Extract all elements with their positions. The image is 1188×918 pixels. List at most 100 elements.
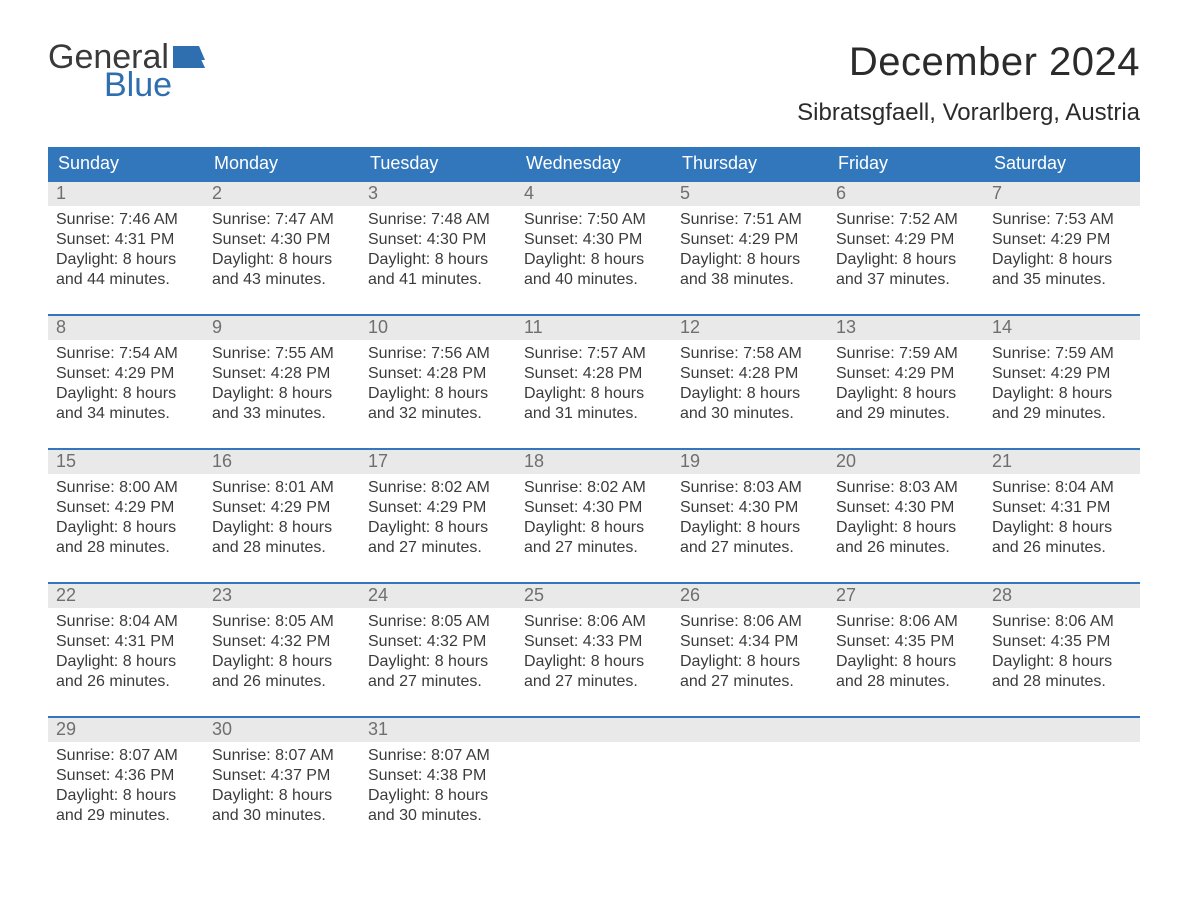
date-number-empty — [828, 718, 984, 742]
cell-body: Sunrise: 8:07 AMSunset: 4:38 PMDaylight:… — [360, 742, 516, 832]
date-number: 4 — [516, 182, 672, 206]
title-block: December 2024 Sibratsgfaell, Vorarlberg,… — [797, 40, 1140, 141]
sunset-line: Sunset: 4:29 PM — [212, 498, 352, 518]
cell-body: Sunrise: 8:02 AMSunset: 4:30 PMDaylight:… — [516, 474, 672, 564]
calendar-cell: 9Sunrise: 7:55 AMSunset: 4:28 PMDaylight… — [204, 316, 360, 436]
calendar-cell: 20Sunrise: 8:03 AMSunset: 4:30 PMDayligh… — [828, 450, 984, 570]
cell-body: Sunrise: 8:00 AMSunset: 4:29 PMDaylight:… — [48, 474, 204, 564]
date-number: 16 — [204, 450, 360, 474]
sunrise-line: Sunrise: 8:01 AM — [212, 478, 352, 498]
week-row: 22Sunrise: 8:04 AMSunset: 4:31 PMDayligh… — [48, 582, 1140, 704]
day-header-row: Sunday Monday Tuesday Wednesday Thursday… — [48, 147, 1140, 180]
sunrise-line: Sunrise: 8:02 AM — [524, 478, 664, 498]
daylight-line: Daylight: 8 hours and 29 minutes. — [56, 786, 196, 826]
calendar-cell: 3Sunrise: 7:48 AMSunset: 4:30 PMDaylight… — [360, 182, 516, 302]
date-number: 13 — [828, 316, 984, 340]
cell-body: Sunrise: 8:01 AMSunset: 4:29 PMDaylight:… — [204, 474, 360, 564]
daylight-line: Daylight: 8 hours and 27 minutes. — [524, 518, 664, 558]
sunrise-line: Sunrise: 7:48 AM — [368, 210, 508, 230]
cell-body: Sunrise: 7:51 AMSunset: 4:29 PMDaylight:… — [672, 206, 828, 296]
daylight-line: Daylight: 8 hours and 29 minutes. — [836, 384, 976, 424]
date-number: 27 — [828, 584, 984, 608]
logo-flag-icon — [173, 46, 205, 68]
day-header-mon: Monday — [204, 147, 360, 180]
calendar-cell: 4Sunrise: 7:50 AMSunset: 4:30 PMDaylight… — [516, 182, 672, 302]
sunrise-line: Sunrise: 7:59 AM — [836, 344, 976, 364]
date-number: 7 — [984, 182, 1140, 206]
daylight-line: Daylight: 8 hours and 38 minutes. — [680, 250, 820, 290]
cell-body: Sunrise: 7:59 AMSunset: 4:29 PMDaylight:… — [984, 340, 1140, 430]
logo: General Blue — [48, 40, 205, 102]
sunrise-line: Sunrise: 7:57 AM — [524, 344, 664, 364]
cell-body: Sunrise: 7:50 AMSunset: 4:30 PMDaylight:… — [516, 206, 672, 296]
sunset-line: Sunset: 4:31 PM — [992, 498, 1132, 518]
sunrise-line: Sunrise: 8:04 AM — [56, 612, 196, 632]
sunrise-line: Sunrise: 8:07 AM — [212, 746, 352, 766]
cell-body: Sunrise: 8:06 AMSunset: 4:35 PMDaylight:… — [828, 608, 984, 698]
daylight-line: Daylight: 8 hours and 43 minutes. — [212, 250, 352, 290]
sunset-line: Sunset: 4:28 PM — [212, 364, 352, 384]
sunset-line: Sunset: 4:32 PM — [368, 632, 508, 652]
week-row: 1Sunrise: 7:46 AMSunset: 4:31 PMDaylight… — [48, 180, 1140, 302]
date-number: 12 — [672, 316, 828, 340]
date-number: 24 — [360, 584, 516, 608]
date-number: 3 — [360, 182, 516, 206]
day-header-sun: Sunday — [48, 147, 204, 180]
week-row: 15Sunrise: 8:00 AMSunset: 4:29 PMDayligh… — [48, 448, 1140, 570]
date-number: 17 — [360, 450, 516, 474]
calendar-cell: 28Sunrise: 8:06 AMSunset: 4:35 PMDayligh… — [984, 584, 1140, 704]
date-number: 29 — [48, 718, 204, 742]
calendar-cell: 24Sunrise: 8:05 AMSunset: 4:32 PMDayligh… — [360, 584, 516, 704]
date-number: 31 — [360, 718, 516, 742]
date-number: 15 — [48, 450, 204, 474]
calendar-cell: 15Sunrise: 8:00 AMSunset: 4:29 PMDayligh… — [48, 450, 204, 570]
sunrise-line: Sunrise: 7:50 AM — [524, 210, 664, 230]
calendar-cell: 22Sunrise: 8:04 AMSunset: 4:31 PMDayligh… — [48, 584, 204, 704]
calendar-cell: 30Sunrise: 8:07 AMSunset: 4:37 PMDayligh… — [204, 718, 360, 838]
date-number: 22 — [48, 584, 204, 608]
week-row: 29Sunrise: 8:07 AMSunset: 4:36 PMDayligh… — [48, 716, 1140, 838]
sunrise-line: Sunrise: 8:03 AM — [836, 478, 976, 498]
sunset-line: Sunset: 4:29 PM — [836, 230, 976, 250]
cell-body: Sunrise: 7:47 AMSunset: 4:30 PMDaylight:… — [204, 206, 360, 296]
cell-body: Sunrise: 8:07 AMSunset: 4:37 PMDaylight:… — [204, 742, 360, 832]
sunset-line: Sunset: 4:37 PM — [212, 766, 352, 786]
sunrise-line: Sunrise: 8:05 AM — [212, 612, 352, 632]
calendar-cell: 29Sunrise: 8:07 AMSunset: 4:36 PMDayligh… — [48, 718, 204, 838]
calendar-cell — [828, 718, 984, 838]
calendar-cell: 27Sunrise: 8:06 AMSunset: 4:35 PMDayligh… — [828, 584, 984, 704]
cell-body: Sunrise: 7:56 AMSunset: 4:28 PMDaylight:… — [360, 340, 516, 430]
sunrise-line: Sunrise: 7:51 AM — [680, 210, 820, 230]
daylight-line: Daylight: 8 hours and 26 minutes. — [56, 652, 196, 692]
calendar-cell: 31Sunrise: 8:07 AMSunset: 4:38 PMDayligh… — [360, 718, 516, 838]
sunrise-line: Sunrise: 7:55 AM — [212, 344, 352, 364]
sunset-line: Sunset: 4:31 PM — [56, 632, 196, 652]
sunset-line: Sunset: 4:30 PM — [680, 498, 820, 518]
date-number: 1 — [48, 182, 204, 206]
date-number-empty — [984, 718, 1140, 742]
sunset-line: Sunset: 4:34 PM — [680, 632, 820, 652]
cell-body: Sunrise: 7:52 AMSunset: 4:29 PMDaylight:… — [828, 206, 984, 296]
calendar-cell: 8Sunrise: 7:54 AMSunset: 4:29 PMDaylight… — [48, 316, 204, 436]
cell-body: Sunrise: 8:04 AMSunset: 4:31 PMDaylight:… — [48, 608, 204, 698]
daylight-line: Daylight: 8 hours and 34 minutes. — [56, 384, 196, 424]
date-number: 8 — [48, 316, 204, 340]
sunrise-line: Sunrise: 7:59 AM — [992, 344, 1132, 364]
day-header-wed: Wednesday — [516, 147, 672, 180]
date-number: 20 — [828, 450, 984, 474]
sunset-line: Sunset: 4:28 PM — [524, 364, 664, 384]
sunrise-line: Sunrise: 8:06 AM — [680, 612, 820, 632]
cell-body: Sunrise: 7:54 AMSunset: 4:29 PMDaylight:… — [48, 340, 204, 430]
daylight-line: Daylight: 8 hours and 28 minutes. — [56, 518, 196, 558]
daylight-line: Daylight: 8 hours and 32 minutes. — [368, 384, 508, 424]
date-number: 21 — [984, 450, 1140, 474]
cell-body: Sunrise: 8:06 AMSunset: 4:34 PMDaylight:… — [672, 608, 828, 698]
calendar: Sunday Monday Tuesday Wednesday Thursday… — [48, 147, 1140, 838]
daylight-line: Daylight: 8 hours and 26 minutes. — [992, 518, 1132, 558]
calendar-cell: 19Sunrise: 8:03 AMSunset: 4:30 PMDayligh… — [672, 450, 828, 570]
sunset-line: Sunset: 4:30 PM — [524, 230, 664, 250]
calendar-cell: 1Sunrise: 7:46 AMSunset: 4:31 PMDaylight… — [48, 182, 204, 302]
daylight-line: Daylight: 8 hours and 27 minutes. — [524, 652, 664, 692]
cell-body: Sunrise: 7:58 AMSunset: 4:28 PMDaylight:… — [672, 340, 828, 430]
daylight-line: Daylight: 8 hours and 28 minutes. — [212, 518, 352, 558]
